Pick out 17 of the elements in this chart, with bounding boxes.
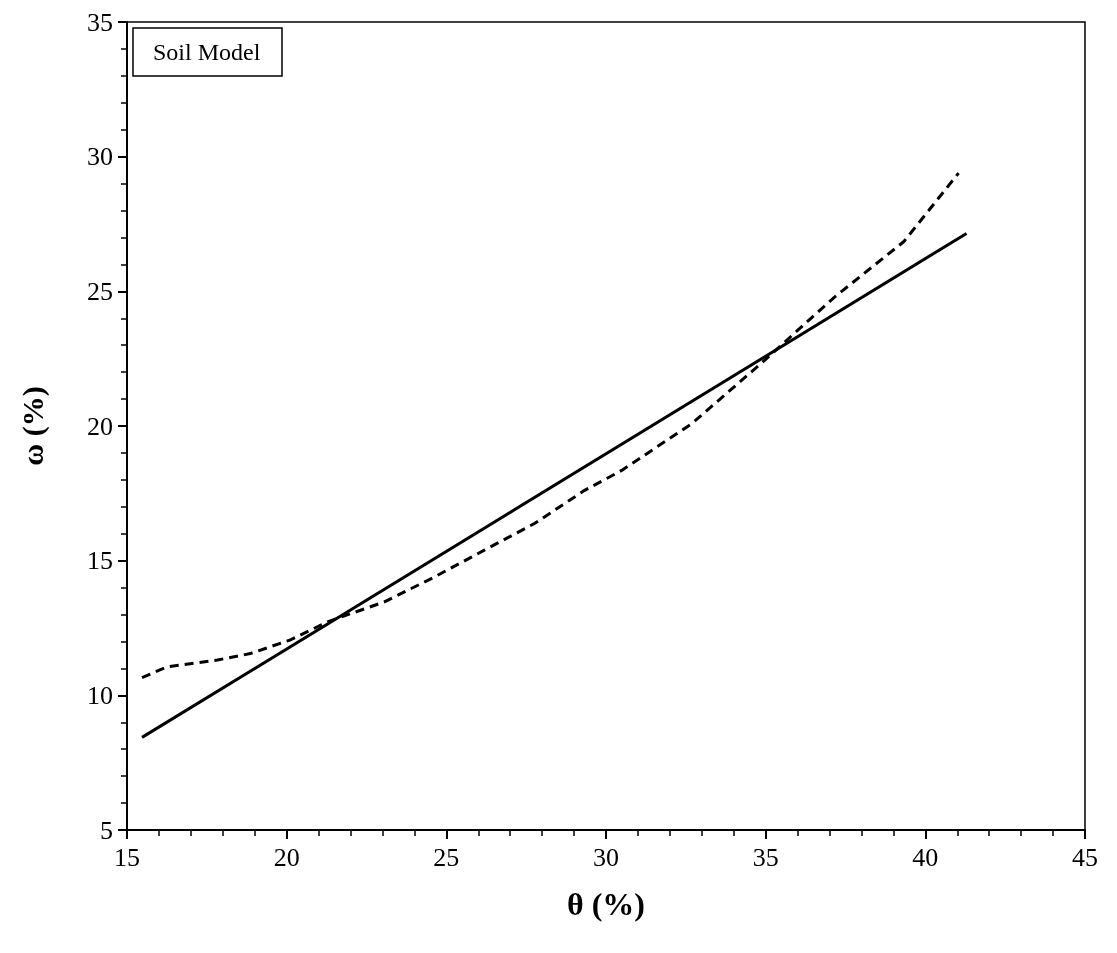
x-axis-title: θ (%) [566,886,646,922]
x-tick-label: 15 [114,842,140,872]
y-axis-title: ω (%) [15,386,50,466]
x-tick-label: 25 [433,842,460,872]
y-tick-label: 35 [87,7,113,37]
y-tick-label: 5 [100,815,113,845]
x-tick-label: 40 [912,842,939,872]
text: Soil Model [153,39,261,65]
x-tick-label: 35 [752,842,779,872]
y-tick-label: 15 [87,546,113,576]
y-tick-label: 10 [87,680,113,710]
x-tick-label: 30 [593,842,619,872]
x-tick-label: 20 [273,842,300,872]
y-tick-label: 20 [87,411,113,441]
y-tick-label: 30 [87,142,113,172]
x-tick-label: 45 [1072,842,1098,872]
y-tick-label: 25 [87,276,113,306]
